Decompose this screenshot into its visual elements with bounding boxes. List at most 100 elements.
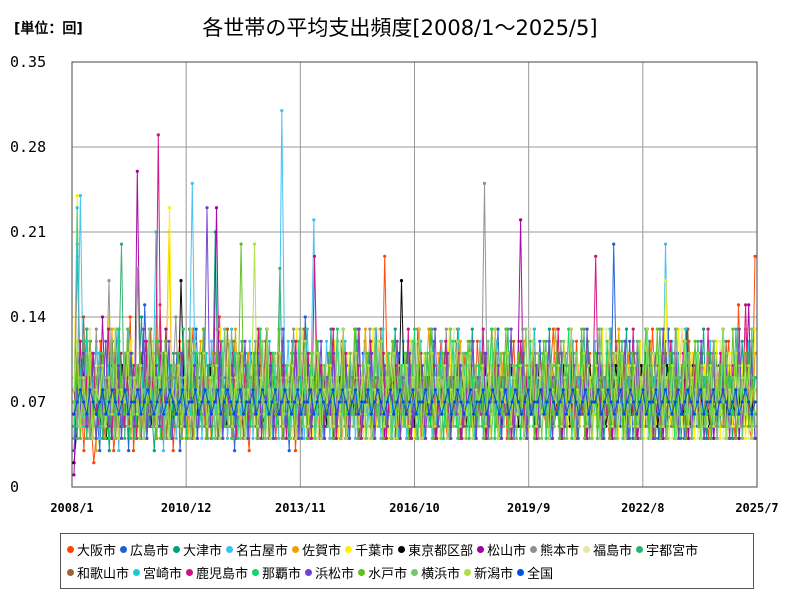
data-point xyxy=(273,351,277,355)
data-point xyxy=(420,364,424,368)
data-point xyxy=(117,327,121,331)
data-point xyxy=(554,351,559,355)
data-point xyxy=(145,436,149,440)
data-point xyxy=(269,351,273,355)
data-point xyxy=(293,400,297,404)
data-point xyxy=(515,412,520,416)
data-point xyxy=(225,327,230,331)
data-point xyxy=(82,315,86,319)
data-point xyxy=(706,351,710,355)
data-point xyxy=(309,436,313,440)
data-point xyxy=(398,364,402,368)
data-point xyxy=(628,388,632,392)
data-point xyxy=(381,327,385,331)
data-point xyxy=(205,206,209,210)
data-point xyxy=(452,327,456,331)
data-point xyxy=(608,436,612,440)
data-point xyxy=(465,400,469,404)
data-point xyxy=(525,436,529,440)
data-point xyxy=(210,364,214,368)
data-point xyxy=(152,412,156,416)
data-point xyxy=(512,424,516,428)
data-point xyxy=(136,266,140,270)
data-point xyxy=(696,351,700,355)
data-point xyxy=(314,436,318,440)
legend-label: 水戸市 xyxy=(368,567,408,582)
data-point xyxy=(179,279,183,283)
legend-marker-icon xyxy=(292,546,300,553)
data-point xyxy=(582,351,586,355)
data-point xyxy=(538,424,542,428)
data-point xyxy=(97,364,101,368)
data-point xyxy=(229,400,233,404)
data-point xyxy=(427,424,431,428)
data-point xyxy=(506,351,510,355)
data-point xyxy=(156,133,160,137)
data-point xyxy=(587,412,591,416)
data-point xyxy=(225,388,230,392)
data-point xyxy=(181,327,185,331)
legend-marker-icon xyxy=(226,546,234,553)
data-point xyxy=(302,327,306,331)
data-point xyxy=(235,400,239,404)
data-point xyxy=(116,436,120,440)
data-point xyxy=(267,339,272,343)
data-point xyxy=(750,327,754,331)
data-point xyxy=(246,436,250,440)
data-point xyxy=(94,327,98,331)
data-point xyxy=(221,436,225,440)
data-point xyxy=(215,327,219,331)
data-point xyxy=(135,412,139,416)
data-point xyxy=(305,327,309,331)
data-point xyxy=(252,351,256,355)
data-point xyxy=(142,327,146,331)
data-point xyxy=(687,351,691,355)
data-point xyxy=(161,449,166,453)
data-point xyxy=(561,388,565,392)
data-point xyxy=(614,339,618,343)
data-point xyxy=(615,436,619,440)
data-point xyxy=(322,388,326,392)
data-point xyxy=(596,388,600,392)
data-point xyxy=(230,436,234,440)
data-point xyxy=(188,436,192,440)
data-point xyxy=(246,388,250,392)
legend-marker-icon xyxy=(517,569,525,576)
data-point xyxy=(213,436,217,440)
data-point xyxy=(334,436,338,440)
data-point xyxy=(157,424,162,428)
data-point xyxy=(411,388,415,392)
data-point xyxy=(712,436,716,440)
data-point xyxy=(292,327,296,331)
data-point xyxy=(94,449,98,453)
data-point xyxy=(606,388,610,392)
x-tick-label: 2010/12 xyxy=(161,501,212,515)
data-point xyxy=(588,376,592,380)
data-point xyxy=(520,412,524,416)
unit-label: [単位：回] xyxy=(14,21,83,37)
data-point xyxy=(91,388,95,392)
data-point xyxy=(667,412,672,416)
data-point xyxy=(163,339,167,343)
data-point xyxy=(302,436,306,440)
legend-item: 宇都宮市 xyxy=(634,538,698,561)
data-point xyxy=(349,412,353,416)
data-point xyxy=(744,303,748,307)
data-point xyxy=(684,436,688,440)
series-line xyxy=(73,389,756,415)
data-point xyxy=(715,436,719,440)
legend-label: 全国 xyxy=(527,567,554,582)
data-point xyxy=(743,436,748,440)
data-point xyxy=(170,436,174,440)
data-point xyxy=(747,303,751,307)
data-point xyxy=(192,339,196,343)
data-point xyxy=(176,364,181,368)
data-point xyxy=(568,400,572,404)
data-point xyxy=(230,327,234,331)
data-point xyxy=(120,400,124,404)
data-point xyxy=(592,351,596,355)
data-point xyxy=(679,412,684,416)
data-point xyxy=(595,364,599,368)
data-point xyxy=(721,388,725,392)
data-point xyxy=(100,315,105,319)
